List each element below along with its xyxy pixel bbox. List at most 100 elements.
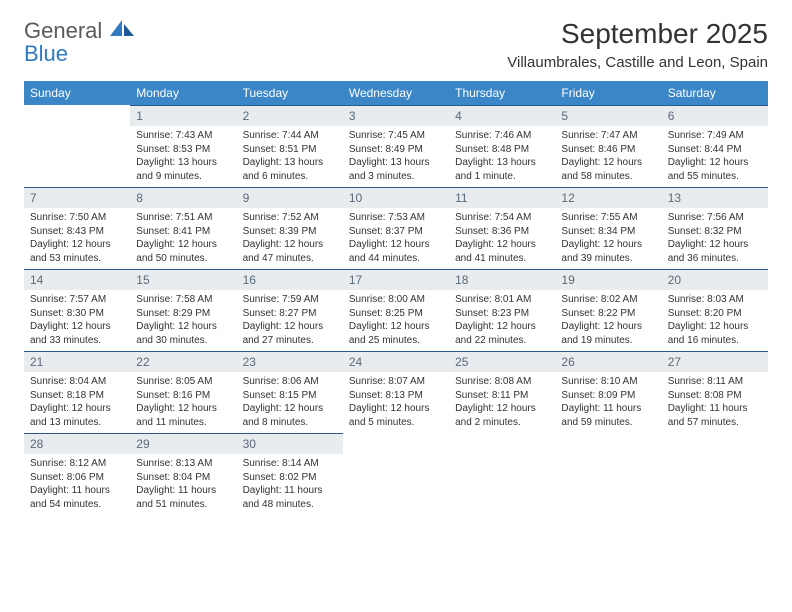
daylight-text: Daylight: 12 hours and 19 minutes. bbox=[561, 320, 655, 347]
sunset-text: Sunset: 8:27 PM bbox=[243, 307, 337, 321]
calendar-cell: 13Sunrise: 7:56 AMSunset: 8:32 PMDayligh… bbox=[662, 187, 768, 269]
sunset-text: Sunset: 8:13 PM bbox=[349, 389, 443, 403]
calendar-week-row: 28Sunrise: 8:12 AMSunset: 8:06 PMDayligh… bbox=[24, 433, 768, 515]
calendar-cell: 19Sunrise: 8:02 AMSunset: 8:22 PMDayligh… bbox=[555, 269, 661, 351]
calendar-cell: 1Sunrise: 7:43 AMSunset: 8:53 PMDaylight… bbox=[130, 105, 236, 187]
daylight-text: Daylight: 12 hours and 44 minutes. bbox=[349, 238, 443, 265]
calendar-cell: 8 Sunrise: 7:51 AMSunset: 8:41 PMDaylight… bbox=[130, 187, 236, 269]
calendar-cell bbox=[662, 433, 768, 515]
sunset-text: Sunset: 8:49 PM bbox=[349, 143, 443, 157]
daylight-text: Daylight: 12 hours and 58 minutes. bbox=[561, 156, 655, 183]
sunrise-text: Sunrise: 8:11 AM bbox=[668, 375, 762, 389]
daylight-text: Daylight: 12 hours and 53 minutes. bbox=[30, 238, 124, 265]
sunrise-text: Sunrise: 7:44 AM bbox=[243, 129, 337, 143]
sunrise-text: Sunrise: 8:01 AM bbox=[455, 293, 549, 307]
day-data: Sunrise: 7:45 AMSunset: 8:49 PMDaylight:… bbox=[343, 126, 449, 187]
calendar-cell: 21Sunrise: 8:04 AMSunset: 8:18 PMDayligh… bbox=[24, 351, 130, 433]
daylight-text: Daylight: 13 hours and 9 minutes. bbox=[136, 156, 230, 183]
calendar-cell: 30Sunrise: 8:14 AMSunset: 8:02 PMDayligh… bbox=[237, 433, 343, 515]
day-number: 26 bbox=[555, 351, 661, 372]
day-data: Sunrise: 7:55 AMSunset: 8:34 PMDaylight:… bbox=[555, 208, 661, 269]
calendar-cell: 16Sunrise: 7:59 AMSunset: 8:27 PMDayligh… bbox=[237, 269, 343, 351]
sunrise-text: Sunrise: 7:43 AM bbox=[136, 129, 230, 143]
sunrise-text: Sunrise: 8:10 AM bbox=[561, 375, 655, 389]
calendar-cell bbox=[449, 433, 555, 515]
day-number: 28 bbox=[24, 433, 130, 454]
daylight-text: Daylight: 12 hours and 11 minutes. bbox=[136, 402, 230, 429]
weekday-header: Monday bbox=[130, 81, 236, 105]
calendar-cell: 22Sunrise: 8:05 AMSunset: 8:16 PMDayligh… bbox=[130, 351, 236, 433]
daylight-text: Daylight: 12 hours and 33 minutes. bbox=[30, 320, 124, 347]
day-number: 8 bbox=[130, 187, 236, 208]
weekday-header: Wednesday bbox=[343, 81, 449, 105]
sunrise-text: Sunrise: 8:12 AM bbox=[30, 457, 124, 471]
sunrise-text: Sunrise: 7:51 AM bbox=[136, 211, 230, 225]
calendar-cell: 15Sunrise: 7:58 AMSunset: 8:29 PMDayligh… bbox=[130, 269, 236, 351]
sunrise-text: Sunrise: 8:04 AM bbox=[30, 375, 124, 389]
calendar-cell: 29Sunrise: 8:13 AMSunset: 8:04 PMDayligh… bbox=[130, 433, 236, 515]
daylight-text: Daylight: 12 hours and 55 minutes. bbox=[668, 156, 762, 183]
sunset-text: Sunset: 8:11 PM bbox=[455, 389, 549, 403]
day-data: Sunrise: 7:49 AMSunset: 8:44 PMDaylight:… bbox=[662, 126, 768, 187]
calendar-cell: 9Sunrise: 7:52 AMSunset: 8:39 PMDaylight… bbox=[237, 187, 343, 269]
day-number: 6 bbox=[662, 105, 768, 126]
sunset-text: Sunset: 8:18 PM bbox=[30, 389, 124, 403]
daylight-text: Daylight: 11 hours and 54 minutes. bbox=[30, 484, 124, 511]
daylight-text: Daylight: 11 hours and 57 minutes. bbox=[668, 402, 762, 429]
sunset-text: Sunset: 8:16 PM bbox=[136, 389, 230, 403]
sunset-text: Sunset: 8:36 PM bbox=[455, 225, 549, 239]
weekday-header: Sunday bbox=[24, 81, 130, 105]
sunset-text: Sunset: 8:20 PM bbox=[668, 307, 762, 321]
day-number: 23 bbox=[237, 351, 343, 372]
sunrise-text: Sunrise: 8:08 AM bbox=[455, 375, 549, 389]
sunset-text: Sunset: 8:06 PM bbox=[30, 471, 124, 485]
sunrise-text: Sunrise: 8:05 AM bbox=[136, 375, 230, 389]
daylight-text: Daylight: 11 hours and 59 minutes. bbox=[561, 402, 655, 429]
calendar-cell: 26Sunrise: 8:10 AMSunset: 8:09 PMDayligh… bbox=[555, 351, 661, 433]
day-data: Sunrise: 7:44 AMSunset: 8:51 PMDaylight:… bbox=[237, 126, 343, 187]
sunset-text: Sunset: 8:41 PM bbox=[136, 225, 230, 239]
daylight-text: Daylight: 12 hours and 25 minutes. bbox=[349, 320, 443, 347]
daylight-text: Daylight: 13 hours and 3 minutes. bbox=[349, 156, 443, 183]
day-number: 20 bbox=[662, 269, 768, 290]
day-number: 24 bbox=[343, 351, 449, 372]
month-title: September 2025 bbox=[507, 18, 768, 50]
header: General Blue September 2025 Villaumbrale… bbox=[24, 18, 768, 71]
sunset-text: Sunset: 8:43 PM bbox=[30, 225, 124, 239]
calendar-table: SundayMondayTuesdayWednesdayThursdayFrid… bbox=[24, 81, 768, 515]
title-block: September 2025 Villaumbrales, Castille a… bbox=[507, 18, 768, 71]
daylight-text: Daylight: 12 hours and 39 minutes. bbox=[561, 238, 655, 265]
day-data: Sunrise: 8:03 AMSunset: 8:20 PMDaylight:… bbox=[662, 290, 768, 351]
sunrise-text: Sunrise: 7:50 AM bbox=[30, 211, 124, 225]
day-number: 15 bbox=[130, 269, 236, 290]
logo: General Blue bbox=[24, 18, 136, 65]
sunset-text: Sunset: 8:32 PM bbox=[668, 225, 762, 239]
calendar-header-row: SundayMondayTuesdayWednesdayThursdayFrid… bbox=[24, 81, 768, 105]
calendar-cell: 24Sunrise: 8:07 AMSunset: 8:13 PMDayligh… bbox=[343, 351, 449, 433]
sunrise-text: Sunrise: 7:53 AM bbox=[349, 211, 443, 225]
sunset-text: Sunset: 8:22 PM bbox=[561, 307, 655, 321]
day-data: Sunrise: 8:02 AMSunset: 8:22 PMDaylight:… bbox=[555, 290, 661, 351]
weekday-header: Saturday bbox=[662, 81, 768, 105]
sunset-text: Sunset: 8:15 PM bbox=[243, 389, 337, 403]
day-data: Sunrise: 8:14 AMSunset: 8:02 PMDaylight:… bbox=[237, 454, 343, 515]
day-data: Sunrise: 7:59 AMSunset: 8:27 PMDaylight:… bbox=[237, 290, 343, 351]
sunrise-text: Sunrise: 7:45 AM bbox=[349, 129, 443, 143]
daylight-text: Daylight: 12 hours and 13 minutes. bbox=[30, 402, 124, 429]
sunset-text: Sunset: 8:30 PM bbox=[30, 307, 124, 321]
day-data: Sunrise: 7:57 AMSunset: 8:30 PMDaylight:… bbox=[24, 290, 130, 351]
sunset-text: Sunset: 8:25 PM bbox=[349, 307, 443, 321]
weekday-header: Friday bbox=[555, 81, 661, 105]
sunrise-text: Sunrise: 7:46 AM bbox=[455, 129, 549, 143]
day-data: Sunrise: 7:56 AMSunset: 8:32 PMDaylight:… bbox=[662, 208, 768, 269]
calendar-week-row: 7Sunrise: 7:50 AMSunset: 8:43 PMDaylight… bbox=[24, 187, 768, 269]
sunrise-text: Sunrise: 8:13 AM bbox=[136, 457, 230, 471]
daylight-text: Daylight: 11 hours and 48 minutes. bbox=[243, 484, 337, 511]
day-number: 29 bbox=[130, 433, 236, 454]
day-data: Sunrise: 7:47 AMSunset: 8:46 PMDaylight:… bbox=[555, 126, 661, 187]
calendar-cell: 3Sunrise: 7:45 AMSunset: 8:49 PMDaylight… bbox=[343, 105, 449, 187]
calendar-body: 1Sunrise: 7:43 AMSunset: 8:53 PMDaylight… bbox=[24, 105, 768, 515]
calendar-cell: 11Sunrise: 7:54 AMSunset: 8:36 PMDayligh… bbox=[449, 187, 555, 269]
daylight-text: Daylight: 12 hours and 50 minutes. bbox=[136, 238, 230, 265]
day-number: 3 bbox=[343, 105, 449, 126]
